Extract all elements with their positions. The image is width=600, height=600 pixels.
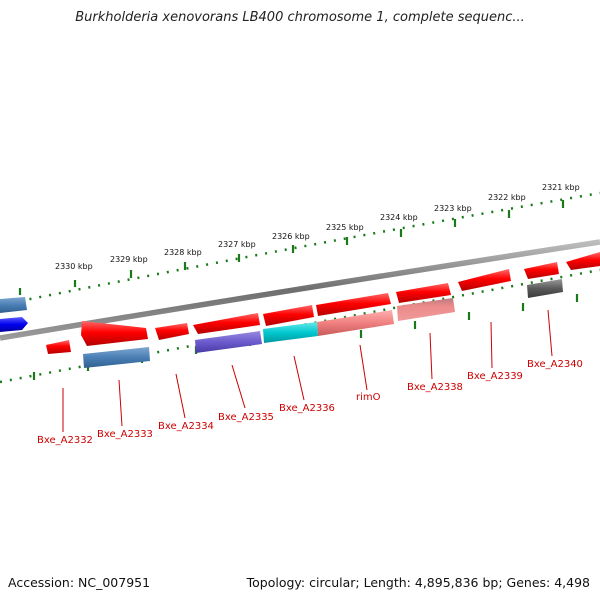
tick-label: 2321 kbp xyxy=(542,183,580,192)
gene-arrow xyxy=(396,283,451,303)
gene-block xyxy=(317,310,394,336)
topology-text: Topology: circular; Length: 4,895,836 bp… xyxy=(246,575,590,590)
label-leader-lines xyxy=(62,309,553,432)
gene-label: Bxe_A2334 xyxy=(158,421,214,432)
gene-label: Bxe_A2339 xyxy=(467,371,523,382)
gene-arrow xyxy=(524,262,559,279)
tick-label: 2324 kbp xyxy=(380,213,418,222)
gene-label: rimO xyxy=(356,392,381,403)
gene-label: Bxe_A2336 xyxy=(279,403,335,414)
tick-label: 2329 kbp xyxy=(110,255,148,264)
reverse-strand-genes[interactable] xyxy=(83,279,563,368)
map-title: Burkholderia xenovorans LB400 chromosome… xyxy=(75,10,525,25)
gene-arrow xyxy=(458,269,511,291)
gene-arrow xyxy=(81,321,148,346)
gene-arrow xyxy=(193,313,260,334)
tick-label: 2327 kbp xyxy=(218,240,256,249)
tick-label: 2325 kbp xyxy=(326,223,364,232)
outer-major-ticks xyxy=(18,200,565,295)
gene-arrow xyxy=(566,252,600,270)
gene-block xyxy=(397,298,455,321)
kbp-labels: 2321 kbp 2322 kbp 2323 kbp 2324 kbp 2325… xyxy=(55,183,580,271)
gene-block xyxy=(263,322,318,343)
tick-label: 2328 kbp xyxy=(164,248,202,257)
gene-arrow xyxy=(0,297,27,313)
gene-label: Bxe_A2335 xyxy=(218,412,274,423)
gene-label: Bxe_A2340 xyxy=(527,359,583,370)
gene-labels: Bxe_A2332 Bxe_A2333 Bxe_A2334 Bxe_A2335 … xyxy=(37,359,583,446)
gene-label: Bxe_A2338 xyxy=(407,382,463,393)
gene-label: Bxe_A2333 xyxy=(97,429,153,440)
accession-text: Accession: NC_007951 xyxy=(8,575,151,590)
gene-arrow xyxy=(0,317,28,332)
left-partial-genes[interactable] xyxy=(0,297,28,332)
gene-block xyxy=(527,279,563,298)
tick-label: 2326 kbp xyxy=(272,232,310,241)
gene-arrow xyxy=(46,340,71,354)
tick-label: 2322 kbp xyxy=(488,193,526,202)
gene-label: Bxe_A2332 xyxy=(37,435,93,446)
gene-arrow xyxy=(263,305,314,326)
gene-block xyxy=(83,347,150,368)
gene-arrow xyxy=(316,293,391,316)
gene-arrow xyxy=(155,323,189,340)
gene-block xyxy=(195,331,262,353)
tick-label: 2323 kbp xyxy=(434,204,472,213)
forward-strand-genes[interactable] xyxy=(46,252,600,354)
tick-label: 2330 kbp xyxy=(55,262,93,271)
